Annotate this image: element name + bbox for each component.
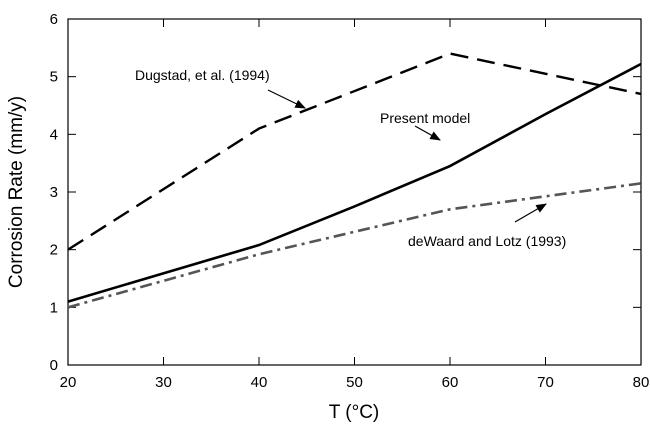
series-label: deWaard and Lotz (1993) xyxy=(408,233,566,249)
line-series xyxy=(67,52,642,251)
x-axis-label: T (°C) xyxy=(329,402,380,423)
y-tick-label: 0 xyxy=(50,357,58,374)
y-tick-label: 2 xyxy=(50,242,58,259)
y-tick-label: 1 xyxy=(50,299,58,316)
y-tick-label: 5 xyxy=(50,69,58,86)
y-tick-label: 3 xyxy=(50,184,58,201)
annotation-arrow xyxy=(414,125,441,141)
x-tick-label: 80 xyxy=(633,374,650,391)
x-tick-label: 40 xyxy=(251,374,268,391)
x-tick-label: 50 xyxy=(346,374,363,391)
series-label: Present model xyxy=(380,110,470,126)
x-tick-label: 60 xyxy=(442,374,459,391)
x-tick-label: 70 xyxy=(537,374,554,391)
x-tick-label: 20 xyxy=(60,374,77,391)
annotation-arrow xyxy=(267,89,306,109)
annotation-arrow xyxy=(514,203,547,223)
x-tick-label: 30 xyxy=(155,374,172,391)
y-tick-label: 6 xyxy=(50,11,58,28)
series-label: Dugstad, et al. (1994) xyxy=(135,67,270,83)
y-tick-label: 4 xyxy=(50,126,58,143)
line-series xyxy=(67,62,642,303)
y-axis-label: Corrosion Rate (mm/y) xyxy=(6,96,27,288)
